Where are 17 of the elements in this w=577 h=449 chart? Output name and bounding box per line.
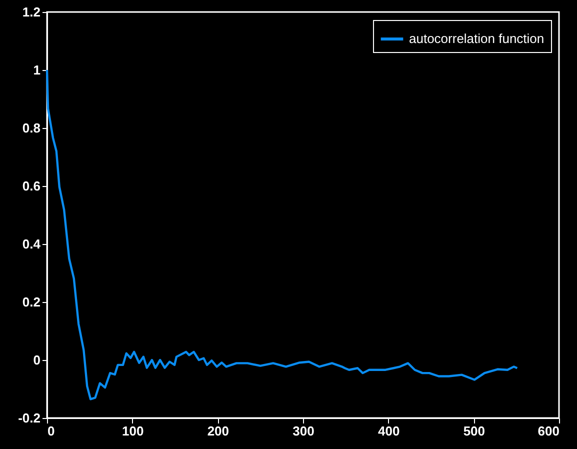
y-tick-label: 1.2	[22, 4, 40, 20]
x-tick-label: 300	[292, 424, 314, 438]
x-tick-label: 400	[378, 424, 400, 438]
y-tick-label: 0.4	[22, 236, 42, 252]
x-tick-label: 500	[463, 424, 486, 438]
x-tick-label: 0	[48, 424, 55, 438]
legend-label: autocorrelation function	[409, 31, 544, 46]
x-tick-label: 100	[122, 424, 144, 438]
x-tick-label: 600	[538, 424, 560, 438]
y-tick-label: 1	[33, 62, 40, 78]
y-tick-label: 0.6	[22, 178, 40, 194]
y-tick-label: -0.2	[18, 410, 40, 426]
y-tick-label: 0.2	[22, 294, 40, 310]
line-series	[46, 68, 518, 400]
y-tick-label: 0.8	[22, 120, 40, 136]
x-tick-label: 200	[207, 424, 230, 438]
y-tick-label: 0	[33, 352, 40, 368]
